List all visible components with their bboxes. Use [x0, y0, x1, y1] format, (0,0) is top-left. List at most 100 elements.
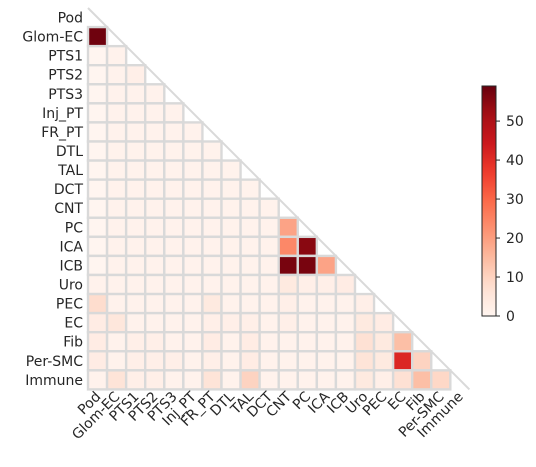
heatmap-cell [220, 311, 242, 334]
heatmap-cell [258, 235, 280, 258]
heatmap-cell [163, 292, 185, 315]
heatmap-cell [277, 216, 299, 239]
heatmap-cell [182, 350, 204, 372]
y-tick-label: PTS3 [48, 87, 83, 103]
heatmap-cell [220, 235, 242, 258]
y-tick-label: PTS1 [48, 49, 83, 65]
heatmap-cell [163, 311, 185, 334]
heatmap-cell [144, 159, 166, 181]
y-tick-label: Per-SMC [26, 354, 83, 370]
heatmap-cell [124, 216, 147, 239]
heatmap-cell [182, 140, 204, 162]
heatmap-cell [124, 140, 147, 162]
heatmap-cell [86, 330, 109, 353]
heatmap-cell [144, 330, 166, 353]
heatmap-cell [315, 311, 338, 334]
heatmap-cell [334, 273, 357, 296]
heatmap-cell [201, 350, 223, 372]
heatmap-cell [315, 273, 338, 296]
heatmap-cell [144, 350, 166, 372]
y-tick-label: TAL [57, 163, 83, 179]
heatmap-cell [86, 102, 109, 124]
heatmap-cell [239, 369, 261, 391]
heatmap-cell [258, 254, 280, 277]
heatmap-cell [220, 216, 242, 239]
heatmap-cell [334, 292, 357, 315]
heatmap-cell [105, 178, 128, 200]
heatmap-cell [182, 311, 204, 334]
y-tick-label: PTS2 [48, 68, 83, 84]
heatmap-cell [105, 83, 128, 105]
y-tick-label: FR_PT [41, 125, 83, 141]
y-tick-label: PC [65, 220, 83, 236]
heatmap-cell [86, 369, 109, 391]
heatmap-cell [430, 369, 452, 391]
heatmap-cell [391, 330, 414, 353]
heatmap-cell [163, 350, 185, 372]
heatmap-cell [163, 102, 185, 124]
heatmap-cell [86, 64, 109, 86]
heatmap-cell [144, 121, 166, 143]
heatmap-cell [201, 216, 223, 239]
heatmap-cell [201, 330, 223, 353]
y-tick-label: DCT [54, 182, 84, 198]
heatmap-cell [410, 350, 433, 372]
heatmap-cell [315, 350, 338, 372]
heatmap-cell [124, 64, 147, 86]
heatmap-cell [220, 292, 242, 315]
heatmap-cell [201, 197, 223, 219]
heatmap-cell [86, 25, 109, 48]
heatmap-cell [277, 254, 299, 277]
heatmap-cell [144, 102, 166, 124]
heatmap-cell [86, 273, 109, 296]
heatmap-cell [258, 216, 280, 239]
heatmap-cell [144, 273, 166, 296]
heatmap-cell [315, 369, 338, 391]
heatmap-cell [239, 292, 261, 315]
heatmap-cell [296, 350, 319, 372]
heatmap-cell [105, 350, 128, 372]
heatmap-cell [86, 311, 109, 334]
heatmap-cell [220, 273, 242, 296]
y-tick-label: Glom-EC [22, 30, 83, 46]
heatmap-cell [277, 350, 299, 372]
heatmap-cell [144, 369, 166, 391]
heatmap-cell [163, 273, 185, 296]
heatmap-cell [163, 140, 185, 162]
heatmap-cell [163, 216, 185, 239]
heatmap-cell [124, 121, 147, 143]
heatmap-cell [258, 350, 280, 372]
heatmap-cell [144, 197, 166, 219]
heatmap-cell [86, 292, 109, 315]
heatmap-cell [105, 292, 128, 315]
colorbar-tick-label: 0 [506, 309, 515, 325]
colorbar-tick-label: 20 [506, 231, 524, 247]
heatmap-cell [144, 216, 166, 239]
heatmap-cell [334, 350, 357, 372]
heatmap-cell [239, 350, 261, 372]
heatmap-cell [315, 330, 338, 353]
heatmap-cell [105, 311, 128, 334]
heatmap-cell [105, 140, 128, 162]
heatmap-cell [105, 330, 128, 353]
heatmap-cell [334, 330, 357, 353]
colorbar-tick-label: 40 [506, 153, 524, 169]
heatmap-cell [105, 121, 128, 143]
colorbar-tick-label: 10 [506, 270, 524, 286]
heatmap-cell [220, 330, 242, 353]
heatmap-cell [105, 197, 128, 219]
heatmap-cell [353, 292, 376, 315]
heatmap-cell [144, 292, 166, 315]
heatmap-cell [124, 159, 147, 181]
heatmap-cell [258, 292, 280, 315]
heatmap-cell [220, 350, 242, 372]
heatmap-cell [105, 102, 128, 124]
heatmap-cell [220, 159, 242, 181]
heatmap-cell [372, 330, 395, 353]
y-tick-label: ICA [60, 239, 84, 255]
heatmap-cell [201, 292, 223, 315]
heatmap-cell [86, 159, 109, 181]
heatmap-cell [86, 235, 109, 258]
